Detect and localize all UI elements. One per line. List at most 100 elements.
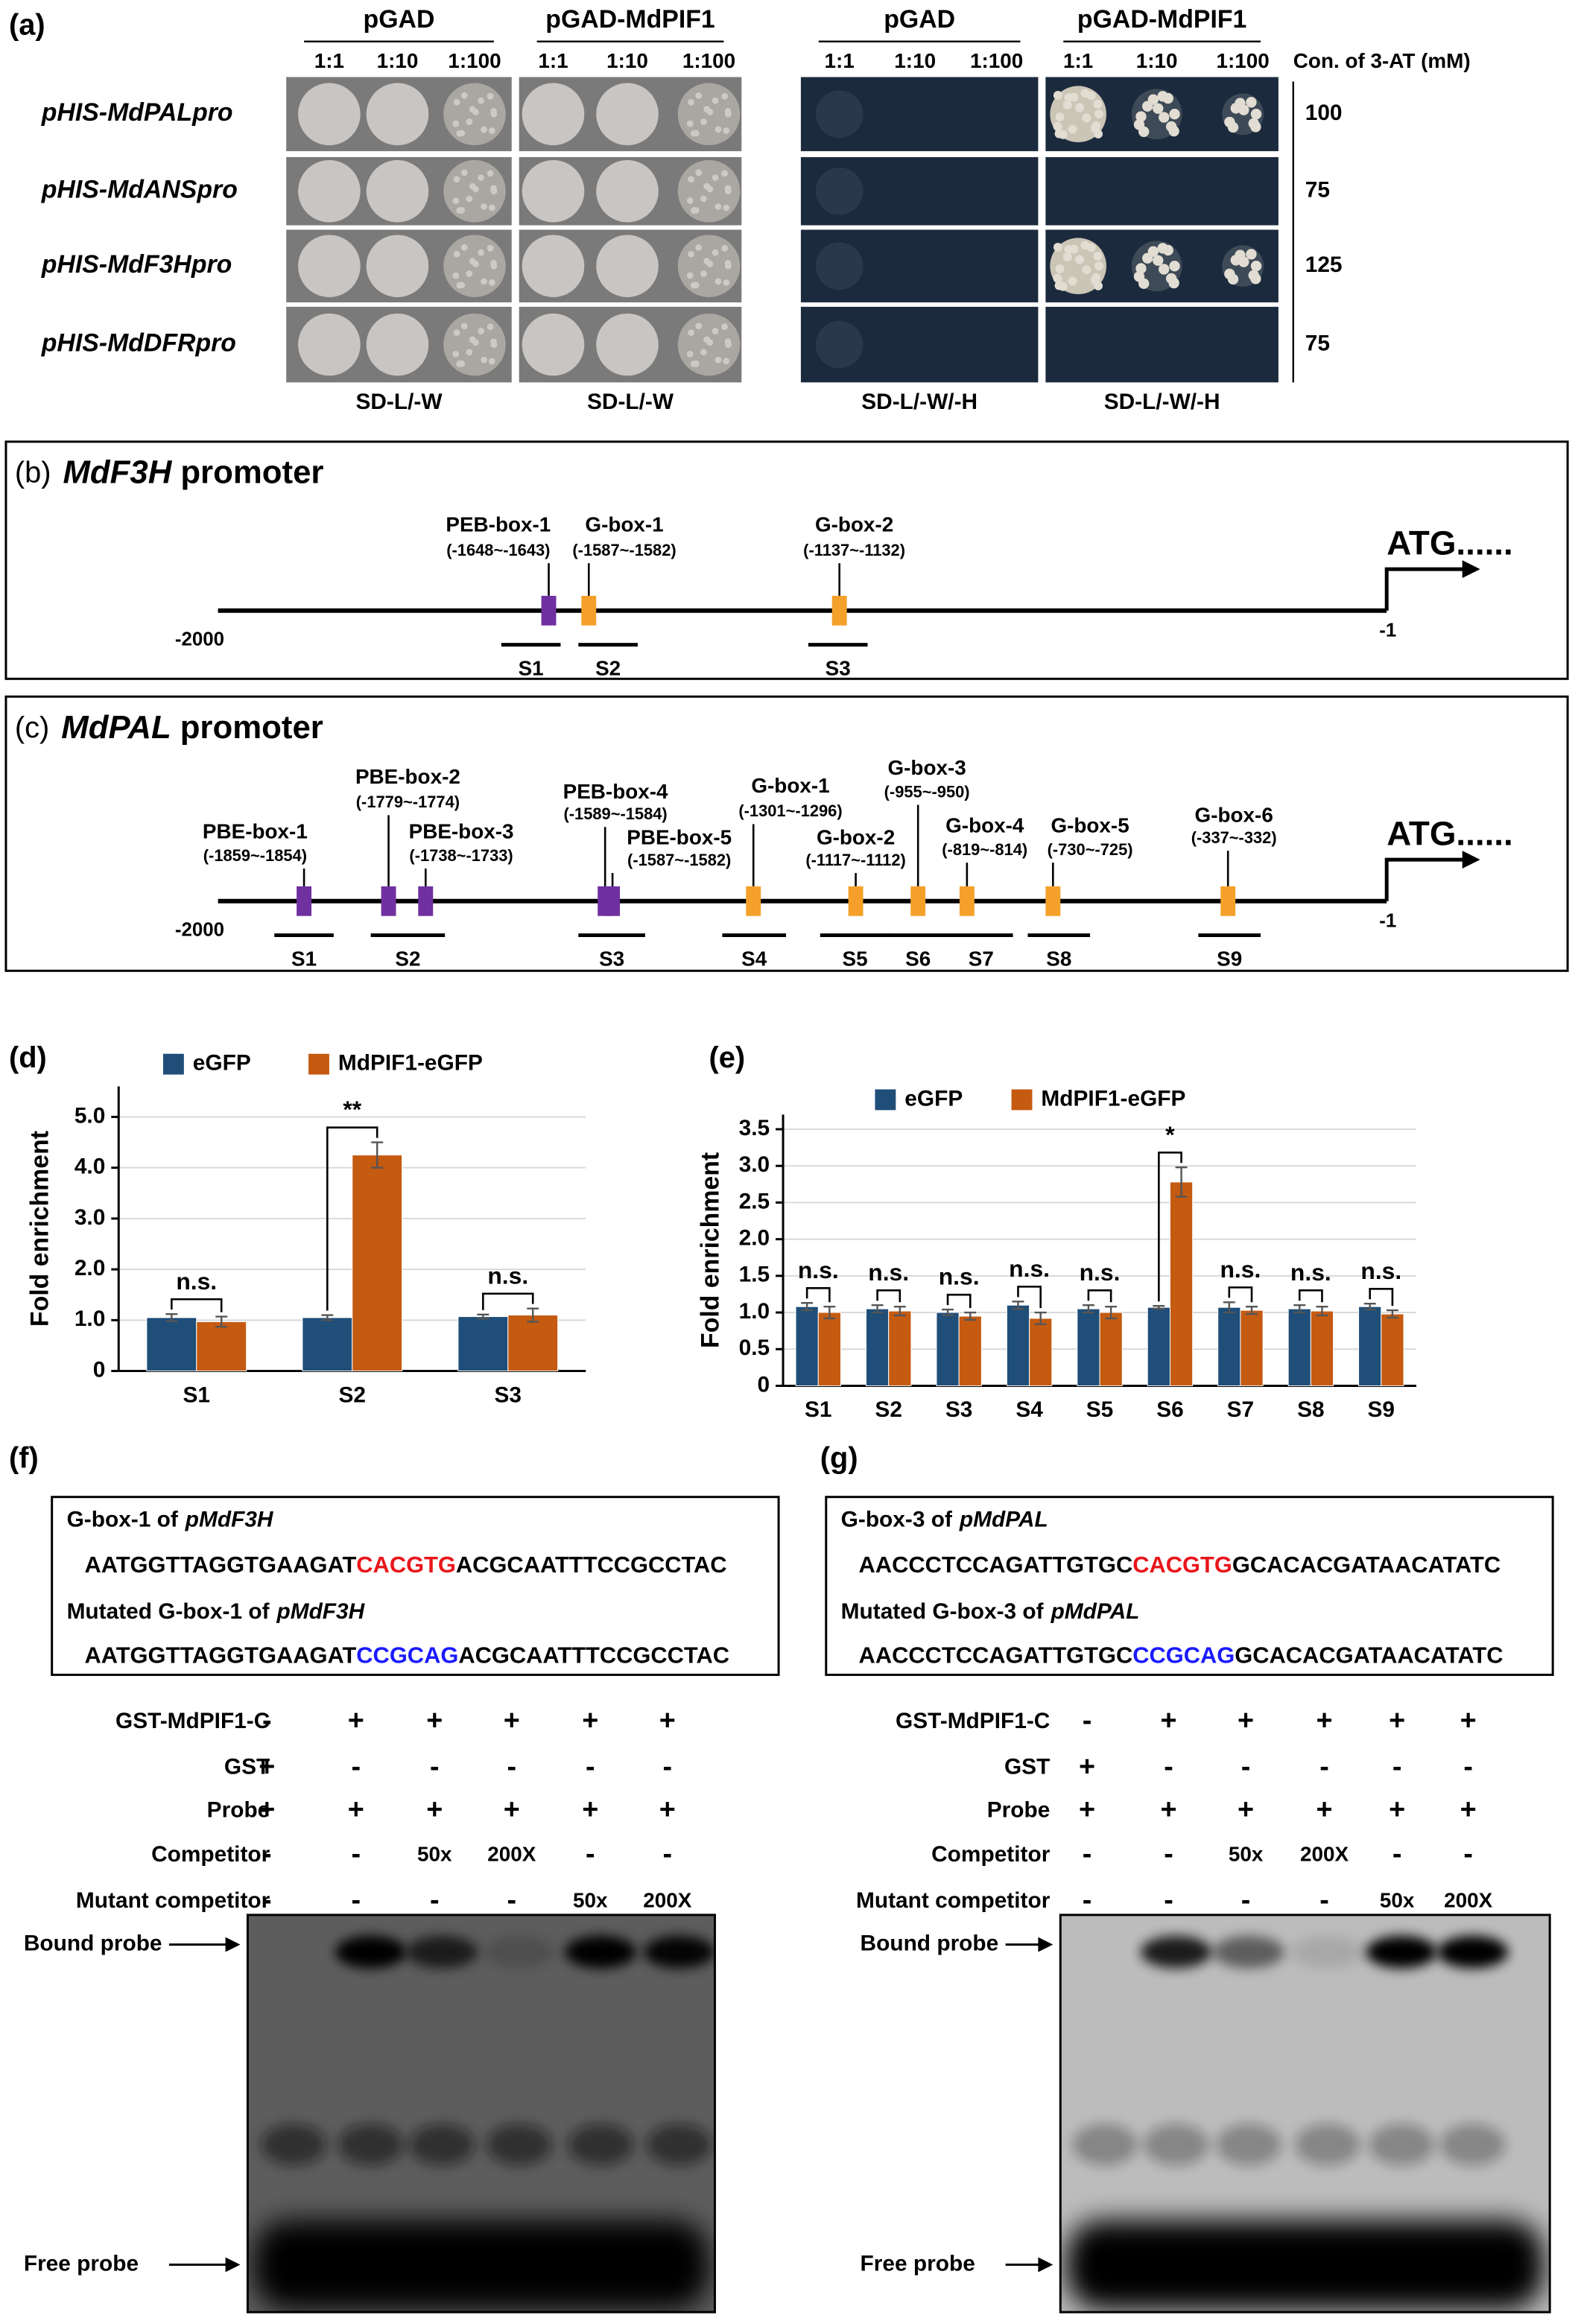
sequence-part: ACGCAATTTCCGCCTAC [458, 1642, 729, 1669]
sequence-title-part: pMdF3H [276, 1599, 365, 1624]
colony-speck [1094, 129, 1103, 139]
lane-value: - [507, 1751, 516, 1782]
colony-speck [456, 361, 463, 367]
bound-band [335, 1935, 407, 1969]
colony-speck [1068, 276, 1077, 286]
colony-speck [1168, 277, 1179, 289]
medium-label: SD-L/-W/-H [1104, 390, 1220, 414]
panel-title-part: (c) [15, 711, 49, 744]
sequence: AATGGTTAGGTGAAGATCCGCAGACGCAATTTCCGCCTAC [84, 1642, 729, 1669]
vector-label: pGAD [364, 5, 435, 34]
colony-speck [452, 120, 460, 127]
colony-speck [490, 185, 497, 192]
smear [486, 2124, 552, 2166]
colony-speck [466, 270, 473, 277]
segment-label: S9 [1217, 947, 1242, 971]
error-bar [823, 1305, 836, 1320]
error-bar [1175, 1166, 1188, 1198]
y-axis-label: Fold enrichment [26, 1131, 54, 1327]
significance-bracket [805, 1287, 831, 1303]
colony-speck [1053, 90, 1062, 100]
lane-value: + [1238, 1705, 1254, 1736]
colony-speck [1053, 273, 1062, 283]
error-bar [527, 1307, 539, 1323]
lane-value: 50x [417, 1843, 452, 1866]
start-codon: ATG...... [1387, 814, 1513, 852]
free-probe [253, 2220, 709, 2310]
bar [1287, 1308, 1311, 1386]
significance-bracket [1228, 1286, 1253, 1303]
colony-speck [487, 323, 494, 331]
medium-label: SD-L/-W/-H [861, 390, 977, 414]
concentration-label: 125 [1305, 253, 1343, 277]
colony-speck [481, 203, 487, 210]
colony-speck [688, 98, 694, 106]
colony [596, 313, 659, 376]
significance-label: n.s. [798, 1257, 839, 1283]
element-box [910, 886, 926, 916]
colony-speck [453, 329, 460, 337]
lane-value: + [1460, 1705, 1477, 1736]
element-name: G-box-1 [585, 513, 663, 536]
lane-value: + [1079, 1794, 1095, 1826]
colony-speck [452, 351, 460, 358]
concentration-header: Con. of 3-AT (mM) [1293, 49, 1471, 72]
colony-speck [686, 120, 694, 127]
lane-value: + [1389, 1794, 1405, 1826]
significance-label: n.s. [939, 1263, 980, 1290]
bar [936, 1312, 960, 1386]
x-tick-label: S1 [183, 1382, 210, 1407]
segment-label: S1 [291, 947, 317, 971]
element-position: (-955~-950) [884, 782, 970, 801]
sequence-part: AATGGTTAGGTGAAGAT [84, 1642, 356, 1669]
lane-value: + [259, 1751, 275, 1782]
colony-speck [1054, 281, 1064, 290]
bar [888, 1310, 912, 1386]
lane-value: 200X [1300, 1843, 1349, 1866]
colony-speck [460, 323, 468, 330]
bound-band [1291, 1935, 1363, 1969]
y-tick-label: 3.0 [739, 1152, 770, 1177]
y-tick-label: 1.0 [739, 1299, 770, 1324]
element-box [1220, 886, 1236, 916]
bar [1381, 1313, 1404, 1386]
colony [596, 159, 659, 223]
colony-speck [1062, 100, 1072, 109]
lane-value: - [507, 1885, 516, 1916]
colony-speck [688, 176, 694, 183]
colony-speck [690, 282, 697, 289]
element-name: G-box-6 [1195, 804, 1273, 827]
bar [1147, 1307, 1170, 1386]
element-box [541, 595, 557, 626]
y-tick-label: 1.0 [75, 1307, 106, 1331]
colony-speck [690, 130, 697, 137]
lane-value: 50x [1229, 1843, 1264, 1866]
colony-speck [712, 97, 719, 104]
significance-bracket [876, 1289, 902, 1303]
panel-title: (c) MdPAL promoter [15, 709, 323, 746]
lane-value: + [582, 1794, 598, 1826]
colony-speck [690, 207, 697, 214]
lane-value: - [1392, 1751, 1402, 1782]
colony-speck [695, 244, 703, 251]
lane-value: 50x [573, 1888, 608, 1911]
colony-speck [1064, 93, 1074, 103]
medium-label: SD-L/-W [355, 390, 443, 414]
colony [298, 83, 361, 145]
colony-speck [712, 328, 719, 334]
lane-value: + [1460, 1794, 1477, 1826]
dilution-label: 1:100 [1216, 49, 1269, 72]
colony-speck [478, 328, 484, 334]
colony-speck [1093, 251, 1103, 261]
lane-value: - [1164, 1838, 1173, 1870]
band-label: Free probe [24, 2251, 139, 2276]
sequence-part: GCACACGATAACATATC [1232, 1552, 1501, 1578]
colony-speck [488, 279, 495, 286]
sequence-part: AACCCTCCAGATTGTGC [859, 1642, 1133, 1669]
error-bar [871, 1304, 884, 1314]
dilution-label: 1:1 [1063, 49, 1093, 72]
colony-speck [1062, 252, 1072, 261]
colony-speck [721, 170, 728, 177]
segment-label: S5 [843, 947, 868, 971]
lane-value: + [348, 1794, 364, 1826]
